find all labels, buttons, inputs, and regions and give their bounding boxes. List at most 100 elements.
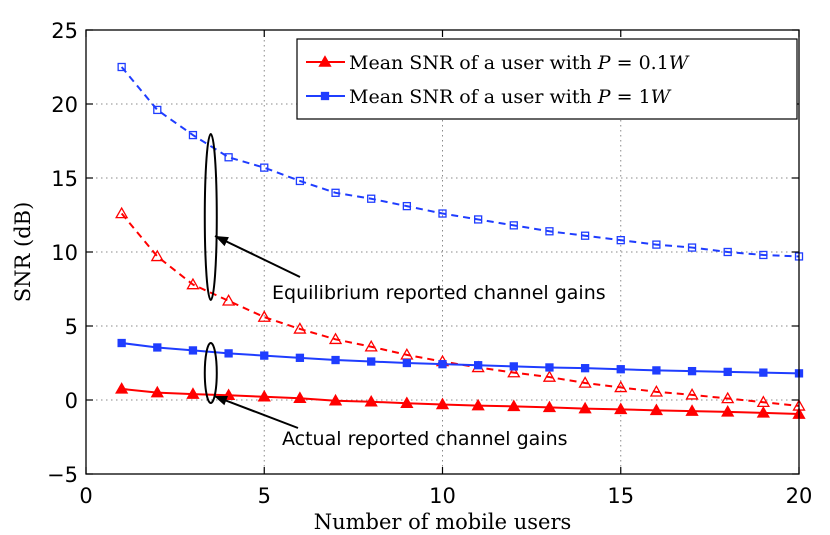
series-3-point [759, 368, 768, 377]
x-tick-label: 5 [258, 484, 271, 508]
series-4-point [545, 227, 554, 236]
series-2 [115, 206, 806, 411]
series-4-point [509, 221, 518, 230]
series-3-point [473, 361, 483, 370]
y-tick-label: 0 [65, 389, 78, 413]
legend-label-value: = 0.1 [611, 52, 669, 74]
equilibrium-arrow-shaft [214, 235, 301, 278]
legend-marker [318, 55, 332, 67]
series-4-point [652, 240, 661, 249]
series-1-point [257, 389, 271, 402]
legend-label-text: Mean SNR of a user with [349, 86, 598, 108]
series-1-point [685, 404, 699, 416]
y-tick-label: −5 [47, 463, 78, 487]
series-2-point [649, 385, 664, 397]
series-3-point [188, 346, 198, 355]
y-tick-label: 20 [51, 93, 78, 117]
series-3-point [117, 338, 126, 348]
x-tick-label: 20 [786, 484, 813, 508]
series-4-line [120, 66, 800, 258]
series-2-point [186, 277, 200, 290]
series-2-point [756, 395, 770, 407]
series-4-point [117, 62, 126, 72]
series-3-point [652, 366, 661, 375]
series-3-line [121, 342, 800, 375]
annotations: Equilibrium reported channel gains Actual… [203, 133, 606, 450]
series-3-point [153, 343, 162, 352]
legend-label-text: Mean SNR of a user with [349, 52, 598, 74]
legend-marker [320, 91, 330, 101]
series-4-point [331, 188, 340, 197]
series-1-point [150, 385, 164, 398]
series-1-line [121, 387, 800, 416]
legend-label-unit: W [669, 52, 690, 74]
series-1-point [115, 382, 129, 394]
actual-arrow [213, 395, 299, 429]
series-1-point [721, 405, 735, 417]
series-1-point [364, 394, 378, 407]
series-2-point [364, 339, 378, 352]
series-2-point [257, 310, 271, 322]
series-3-point [509, 362, 518, 371]
equilibrium-label: Equilibrium reported channel gains [272, 282, 606, 304]
series-4-point [153, 105, 162, 115]
series-4-point [687, 243, 697, 252]
series-4-point [188, 130, 198, 140]
series-3-point [331, 355, 340, 365]
series-1 [115, 382, 806, 419]
series-2-point [221, 294, 236, 306]
series-layer [115, 62, 806, 419]
series-2-point [685, 388, 699, 400]
series-2-point [150, 249, 164, 262]
series-3-point [367, 357, 376, 366]
series-3-point [402, 358, 412, 368]
series-2-line [120, 212, 800, 407]
series-3-point [687, 366, 697, 376]
series-1-point [507, 399, 521, 412]
series-1-point [471, 398, 485, 411]
legend-label: Mean SNR of a user with P = 0.1W [349, 52, 690, 74]
x-axis-title: Number of mobile users [314, 510, 572, 534]
legend-label-variable: P [597, 52, 612, 74]
legend-box [296, 38, 798, 120]
series-4-point [295, 176, 305, 186]
equilibrium-ellipse [203, 133, 218, 301]
series-1-point [578, 401, 592, 414]
series-2-point [293, 322, 307, 334]
y-tick-label: 5 [65, 315, 78, 339]
series-1-point [614, 402, 628, 415]
legend-label-unit: W [651, 86, 672, 108]
series-4-point [759, 250, 768, 260]
actual-arrow-shaft [213, 395, 299, 429]
series-2-point [507, 365, 521, 378]
actual-label: Actual reported channel gains [282, 428, 568, 450]
series-3-point [295, 353, 305, 362]
y-tick-label: 15 [51, 167, 78, 191]
x-tick-label: 10 [429, 484, 456, 508]
series-3-point [545, 363, 554, 372]
y-tick-label: 25 [51, 19, 78, 43]
legend-item-1: Mean SNR of a user with P = 0.1W [306, 52, 690, 74]
series-4-point [473, 215, 483, 224]
series-4-point [580, 231, 590, 240]
series-2-point [115, 206, 129, 219]
actual-arrow-head [214, 395, 228, 406]
legend-label-value: = 1 [611, 86, 651, 108]
series-1-point [649, 403, 664, 416]
series-1-point [293, 391, 307, 403]
y-axis-title: SNR (dB) [11, 202, 35, 303]
series-3-point [438, 360, 447, 369]
series-4-point [616, 236, 625, 245]
series-1-point [542, 400, 557, 413]
series-4-point [367, 194, 376, 203]
equilibrium-arrow [214, 235, 301, 278]
series-3-point [224, 349, 233, 358]
series-4-point [402, 201, 412, 211]
series-1-point [400, 396, 414, 409]
y-tick-label: 10 [51, 241, 78, 265]
series-2-point [578, 376, 592, 388]
series-1-point [186, 387, 200, 399]
